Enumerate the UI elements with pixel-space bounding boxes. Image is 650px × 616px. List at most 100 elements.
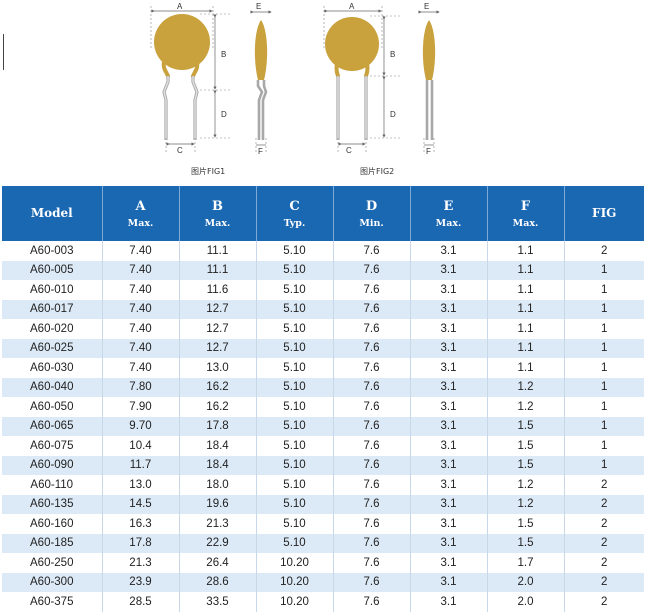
table-row: A60-375 28.5 33.5 10.20 7.6 3.1 2.0 2 [2,592,644,612]
cell-c: 5.10 [256,533,334,553]
cell-e: 3.1 [410,592,488,612]
table-row: A60-075 10.4 18.4 5.10 7.6 3.1 1.5 1 [2,436,644,456]
fig2-dim-a: A [349,2,355,11]
cell-f: 1.5 [487,455,565,475]
cell-d: 7.6 [333,436,411,456]
cell-d: 7.6 [333,280,411,300]
header-a: A Max. [102,186,180,241]
cell-model: A60-025 [2,338,103,358]
cell-model: A60-065 [2,416,103,436]
cell-e: 3.1 [410,241,488,261]
cell-a: 23.9 [102,572,180,592]
table-row: A60-017 7.40 12.7 5.10 7.6 3.1 1.1 1 [2,299,644,319]
cell-fig: 1 [564,416,644,436]
cell-d: 7.6 [333,377,411,397]
cell-c: 5.10 [256,280,334,300]
cell-b: 21.3 [179,514,257,534]
cell-model: A60-250 [2,553,103,573]
cell-model: A60-135 [2,494,103,514]
cell-b: 16.2 [179,397,257,417]
cell-e: 3.1 [410,299,488,319]
cell-d: 7.6 [333,338,411,358]
cell-b: 18.0 [179,475,257,495]
cell-f: 1.5 [487,436,565,456]
table-row: A60-160 16.3 21.3 5.10 7.6 3.1 1.5 2 [2,514,644,534]
spec-table: Model A Max. B Max. C Typ. D Min. E Max. F Max… [2,186,644,612]
cell-a: 7.40 [102,358,180,378]
table-row: A60-025 7.40 12.7 5.10 7.6 3.1 1.1 1 [2,338,644,358]
cell-d: 7.6 [333,241,411,261]
cell-d: 7.6 [333,572,411,592]
cell-a: 7.40 [102,280,180,300]
fig1-front-view: A B D C [150,2,232,155]
cell-e: 3.1 [410,572,488,592]
header-e: E Max. [410,186,488,241]
cell-a: 28.5 [102,592,180,612]
cell-fig: 1 [564,319,644,339]
cell-d: 7.6 [333,260,411,280]
cell-d: 7.6 [333,416,411,436]
cell-e: 3.1 [410,455,488,475]
cell-c: 5.10 [256,494,334,514]
cell-d: 7.6 [333,514,411,534]
cell-d: 7.6 [333,299,411,319]
cell-a: 14.5 [102,494,180,514]
cell-b: 19.6 [179,494,257,514]
cell-fig: 1 [564,377,644,397]
fig1-dim-e: E [256,2,261,11]
fig2-side-view: E F [418,2,440,156]
cell-c: 10.20 [256,572,334,592]
table-row: A60-090 11.7 18.4 5.10 7.6 3.1 1.5 1 [2,455,644,475]
fig1-dim-f: F [258,147,263,156]
cell-e: 3.1 [410,494,488,514]
cell-c: 5.10 [256,416,334,436]
fig2-dim-b: B [390,50,395,59]
cell-model: A60-005 [2,260,103,280]
cell-a: 7.40 [102,260,180,280]
table-row: A60-300 23.9 28.6 10.20 7.6 3.1 2.0 2 [2,572,644,592]
cell-f: 1.1 [487,319,565,339]
cell-e: 3.1 [410,319,488,339]
cell-d: 7.6 [333,553,411,573]
header-b: B Max. [179,186,257,241]
fig1-dim-d: D [221,110,227,119]
cell-a: 13.0 [102,475,180,495]
dimension-drawings: A B D C E F A [150,2,440,156]
cell-fig: 1 [564,299,644,319]
cell-model: A60-020 [2,319,103,339]
table-row: A60-250 21.3 26.4 10.20 7.6 3.1 1.7 2 [2,553,644,573]
cell-f: 1.2 [487,377,565,397]
cell-model: A60-110 [2,475,103,495]
cell-e: 3.1 [410,436,488,456]
table-row: A60-040 7.80 16.2 5.10 7.6 3.1 1.2 1 [2,377,644,397]
cell-c: 5.10 [256,319,334,339]
cell-c: 5.10 [256,397,334,417]
table-row: A60-110 13.0 18.0 5.10 7.6 3.1 1.2 2 [2,475,644,495]
cell-e: 3.1 [410,280,488,300]
cell-fig: 2 [564,514,644,534]
header-model: Model [2,186,103,241]
fig1-dim-a: A [177,2,183,11]
cell-b: 11.1 [179,260,257,280]
cell-e: 3.1 [410,397,488,417]
cell-fig: 2 [564,553,644,573]
cell-d: 7.6 [333,319,411,339]
cell-b: 33.5 [179,592,257,612]
table-body: A60-003 7.40 11.1 5.10 7.6 3.1 1.1 2 A60-005 7.40… [2,241,644,612]
cell-f: 1.7 [487,553,565,573]
table-row: A60-020 7.40 12.7 5.10 7.6 3.1 1.1 1 [2,319,644,339]
table-row: A60-065 9.70 17.8 5.10 7.6 3.1 1.5 1 [2,416,644,436]
header-d: D Min. [333,186,411,241]
text-cursor-mark [3,34,4,70]
table-row: A60-005 7.40 11.1 5.10 7.6 3.1 1.1 1 [2,260,644,280]
header-f: F Max. [487,186,565,241]
header-c: C Typ. [256,186,334,241]
cell-e: 3.1 [410,514,488,534]
cell-model: A60-075 [2,436,103,456]
cell-a: 7.90 [102,397,180,417]
cell-b: 28.6 [179,572,257,592]
cell-fig: 2 [564,572,644,592]
cell-b: 12.7 [179,319,257,339]
cell-c: 5.10 [256,260,334,280]
cell-c: 5.10 [256,455,334,475]
